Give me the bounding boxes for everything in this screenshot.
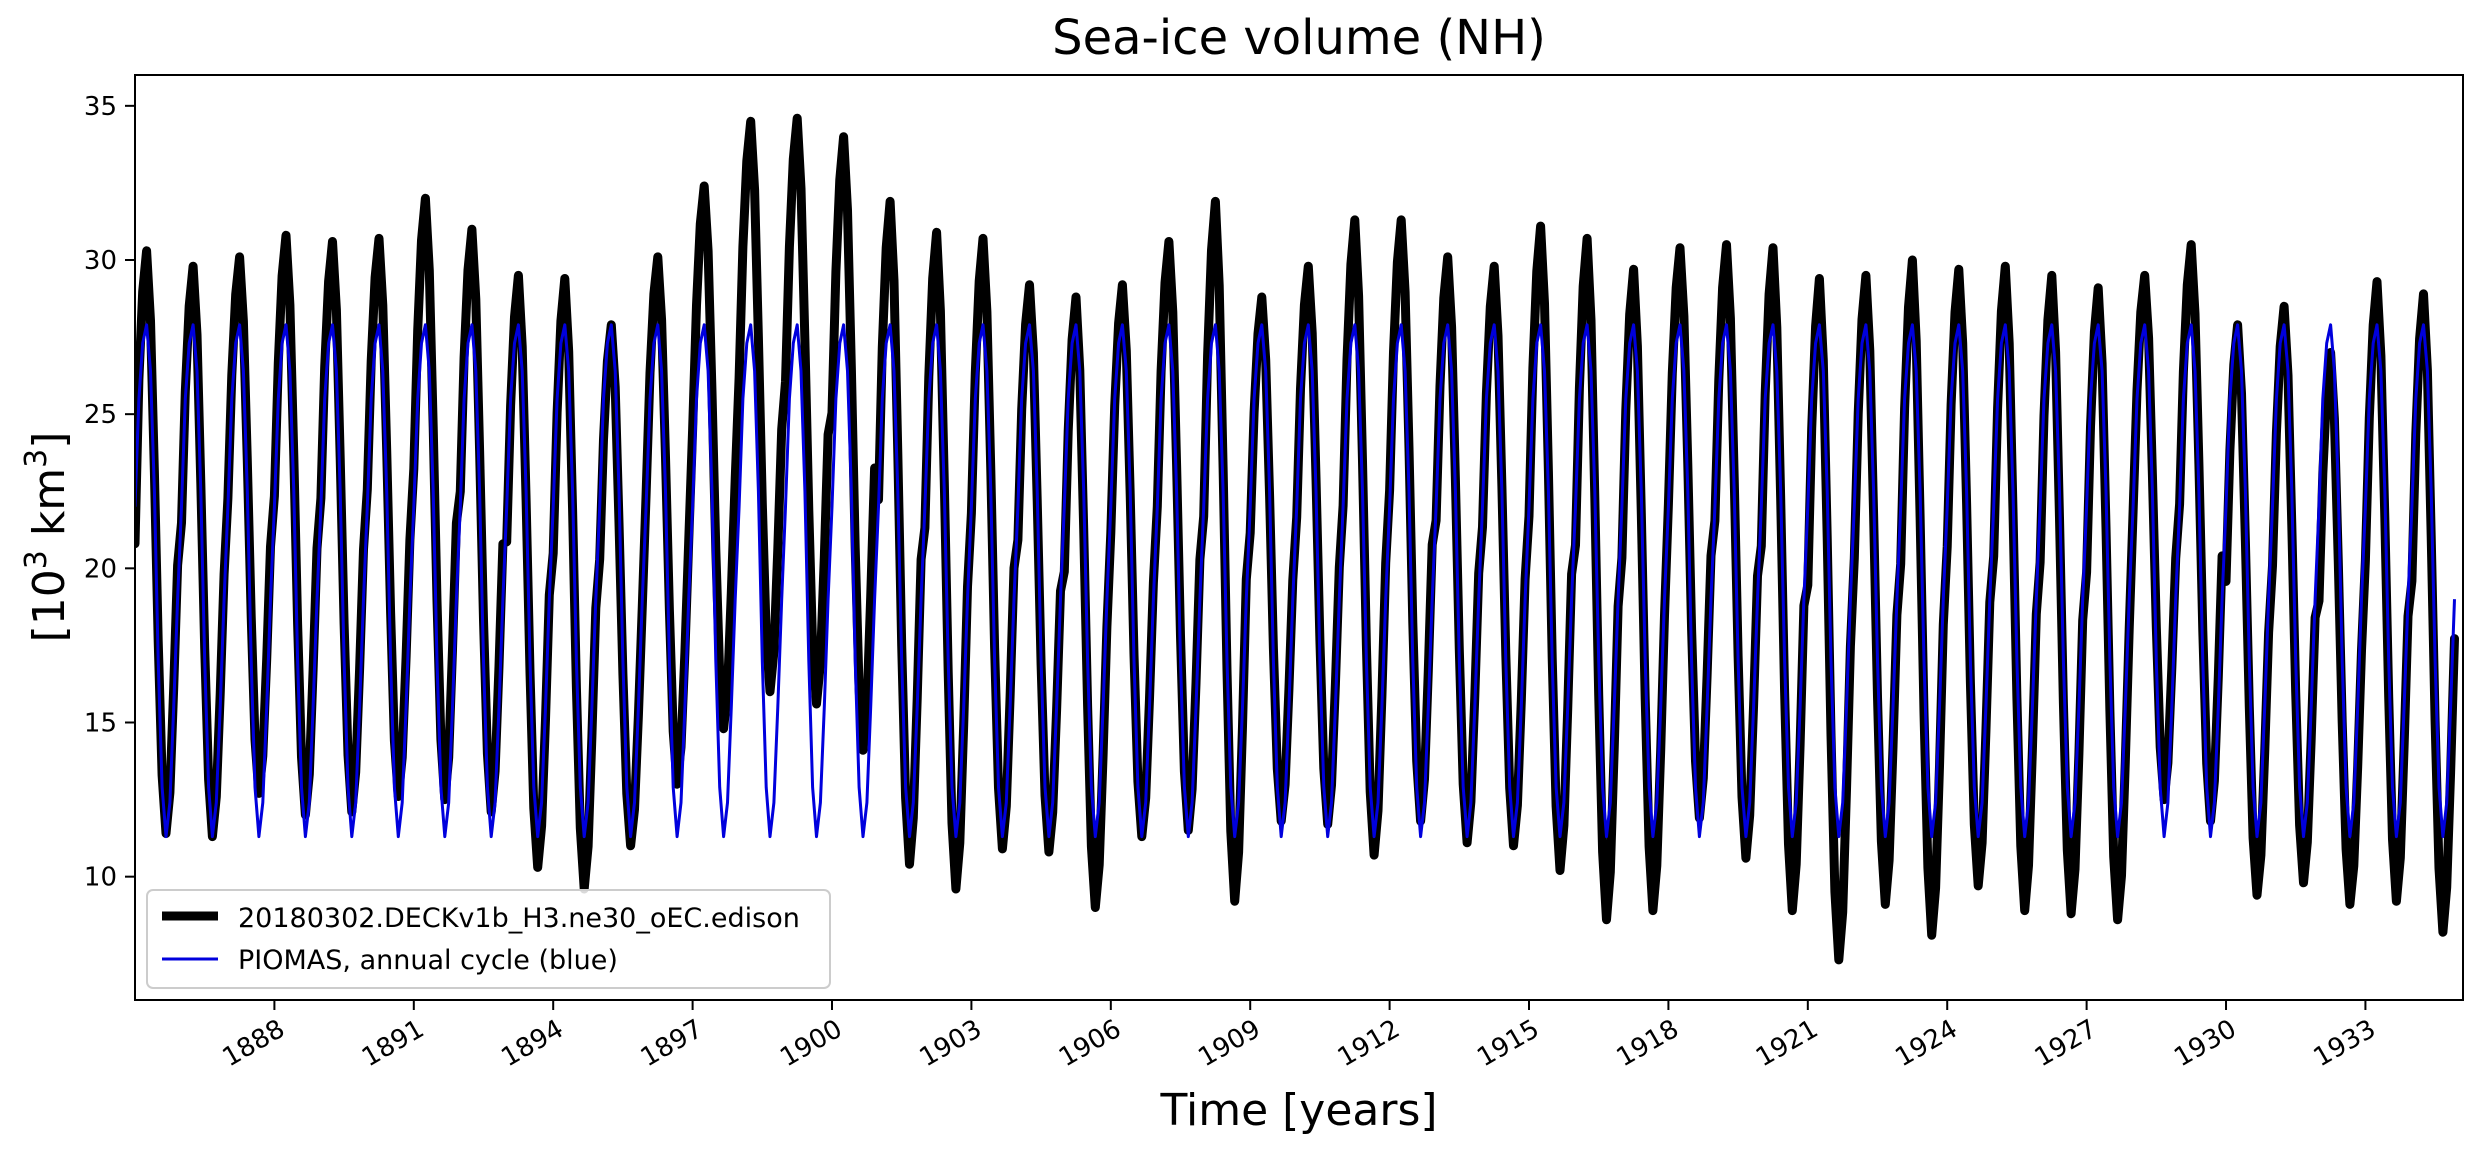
y-tick-label: 25 [84,400,117,430]
legend-box [146,889,831,989]
y-axis: 10 15 20 25 30 35 [84,92,135,893]
x-axis-label: Time [years] [1159,1085,1437,1136]
legend: 20180302.DECKv1b_H3.ne30_oEC.edison PIOM… [146,889,831,989]
y-tick-label: 30 [84,246,117,276]
series-line-piomas [135,323,2456,839]
y-tick-label: 10 [84,863,117,893]
chart-title: Sea-ice volume (NH) [1052,10,1546,66]
y-tick-label: 20 [84,554,117,584]
legend-label-piomas: PIOMAS, annual cycle (blue) [238,945,618,976]
legend-label-model: 20180302.DECKv1b_H3.ne30_oEC.edison [238,903,800,934]
y-tick-label: 35 [84,92,117,122]
y-tick-label: 15 [84,709,117,739]
y-axis-label: [103 km3] [19,432,75,643]
plot-frame [134,74,2464,1001]
